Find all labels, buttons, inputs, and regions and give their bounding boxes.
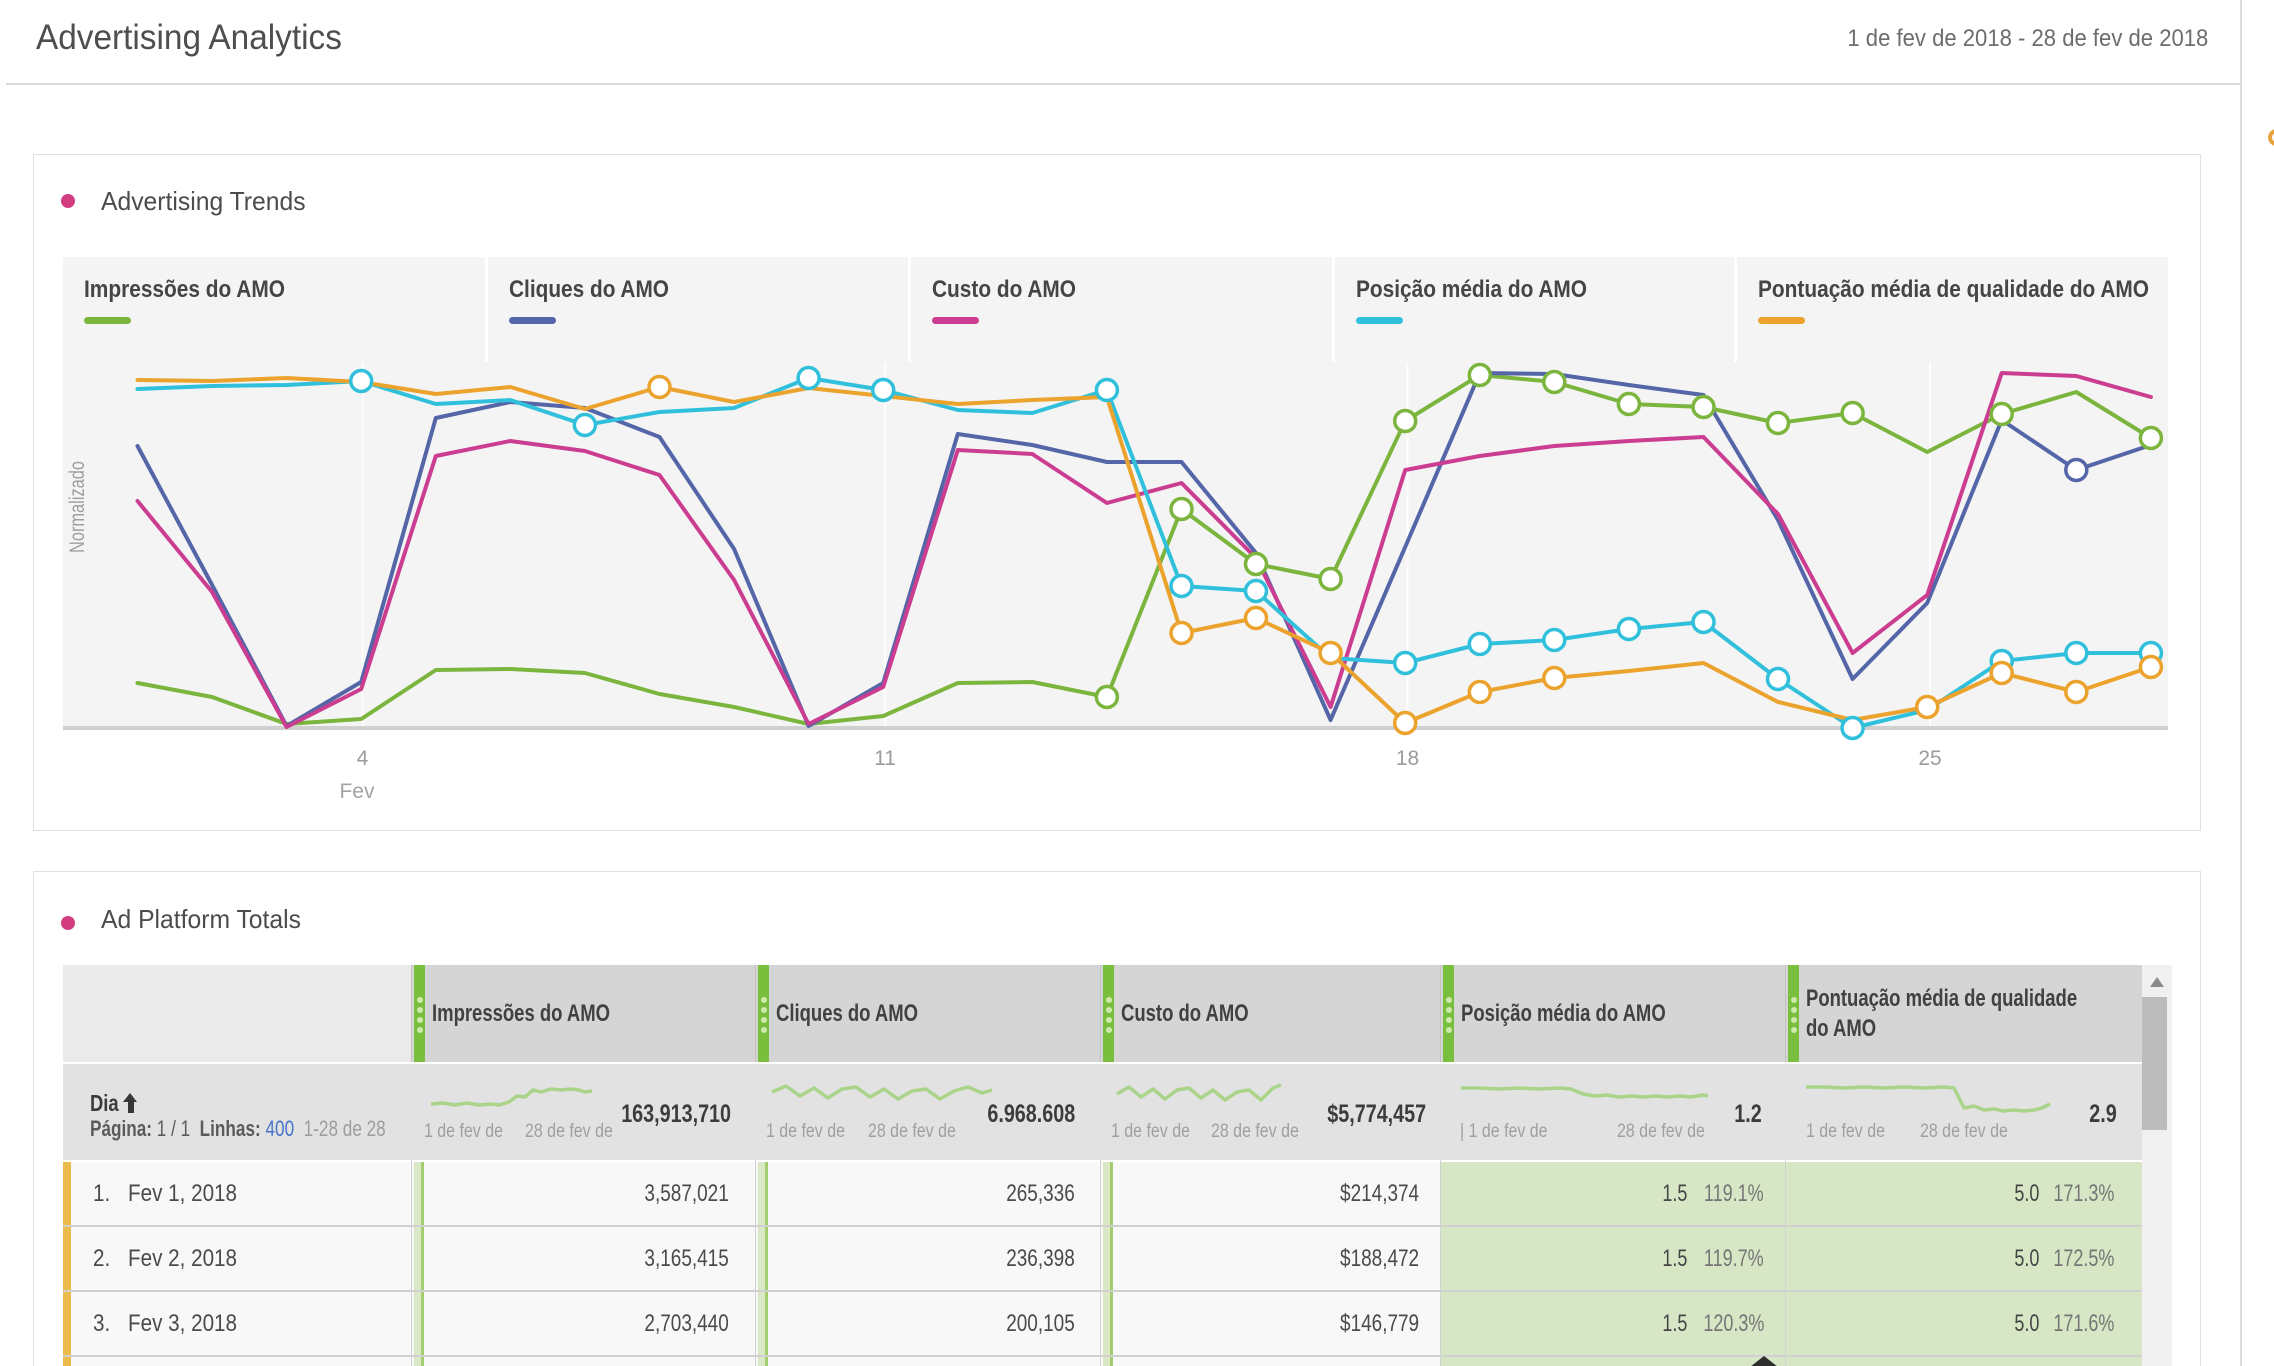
svg-text:4: 4: [357, 747, 369, 770]
svg-text:Pontuação média de qualidade d: Pontuação média de qualidade do AMO: [1758, 276, 2149, 303]
svg-text:11: 11: [874, 747, 896, 770]
svg-text:Normalizado: Normalizado: [66, 461, 89, 553]
svg-text:Posição média do AMO: Posição média do AMO: [1356, 276, 1587, 303]
svg-text:Custo do AMO: Custo do AMO: [932, 276, 1076, 303]
svg-text:Impressões do AMO: Impressões do AMO: [84, 276, 285, 303]
svg-text:25: 25: [1918, 747, 1941, 770]
svg-text:18: 18: [1396, 747, 1419, 770]
svg-text:Fev: Fev: [339, 780, 375, 802]
svg-text:Cliques do AMO: Cliques do AMO: [509, 276, 669, 303]
